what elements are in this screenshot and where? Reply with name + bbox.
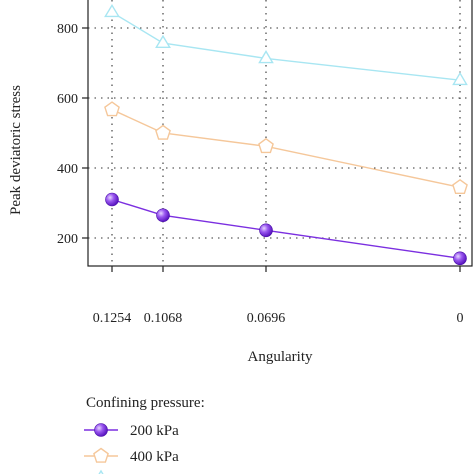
data-point-triangle [104, 3, 120, 18]
grid [88, 0, 472, 266]
series-3 [104, 3, 468, 86]
series-line [111, 108, 461, 188]
data-point-pentagon [155, 124, 171, 140]
y-tick-label: 200 [57, 232, 78, 247]
series-line [111, 198, 461, 259]
data-point-sphere [259, 223, 273, 238]
legend-item: 400 kPa [84, 447, 179, 465]
legend-label: 200 kPa [130, 423, 179, 439]
data-point-triangle [155, 34, 171, 48]
plot-frame [87, 0, 473, 267]
x-tick-label: 0.1254 [93, 311, 132, 326]
axes: 200 400 600 800 0.1254 0.1068 0.0696 0 [57, 22, 464, 326]
x-tick-label: 0 [457, 311, 464, 326]
x-tick-label: 0.1068 [144, 311, 183, 326]
series-1 [105, 192, 467, 266]
data-point-pentagon [452, 178, 468, 195]
x-axis-title: Angularity [248, 349, 313, 365]
data-point-sphere [105, 192, 119, 207]
y-tick-label: 600 [57, 92, 78, 107]
series-2 [104, 101, 468, 195]
series-line [111, 11, 461, 81]
data-point-triangle [98, 469, 104, 474]
data-point-sphere [94, 423, 108, 437]
data-point-sphere [156, 208, 170, 223]
x-tick-label: 0.0696 [247, 311, 286, 326]
y-tick-label: 800 [57, 22, 78, 37]
legend-item [98, 469, 104, 474]
data-point-triangle [258, 50, 274, 64]
legend-label: 400 kPa [130, 449, 179, 465]
data-point-triangle [452, 71, 468, 86]
data-point-pentagon [104, 101, 120, 117]
legend-title: Confining pressure: [86, 395, 205, 411]
legend-item: 200 kPa [84, 423, 179, 439]
series [104, 3, 468, 266]
data-point-pentagon [93, 447, 109, 463]
legend: Confining pressure: 200 kPa 400 kPa [84, 395, 205, 474]
data-point-pentagon [258, 137, 274, 154]
y-tick-label: 400 [57, 162, 78, 177]
data-point-sphere [453, 251, 467, 266]
y-axis-title: Peak deviatoric stress [8, 85, 24, 215]
